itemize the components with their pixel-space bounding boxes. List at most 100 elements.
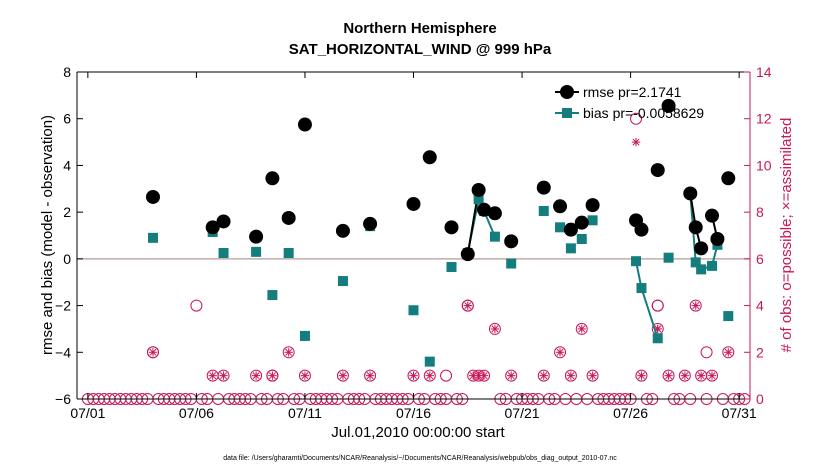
bias-point <box>636 283 647 294</box>
bias-point <box>489 231 500 242</box>
bias-point <box>147 232 158 243</box>
obs-possible-marker <box>478 369 491 382</box>
y-axis-label-right: # of obs: o=possible; ×=assimilated <box>778 118 795 353</box>
obs-possible-marker <box>635 369 648 382</box>
bias-point <box>446 262 457 273</box>
obs-possible-marker <box>266 369 279 382</box>
obs-assimilated-marker <box>566 371 576 380</box>
obs-assimilated-marker <box>338 371 348 380</box>
obs-assimilated-marker <box>425 371 434 380</box>
rmse-point <box>406 196 421 211</box>
chart-title: Northern Hemisphere <box>343 20 496 37</box>
obs-possible-marker <box>689 299 702 312</box>
rmse-point <box>585 198 600 213</box>
obs-assimilated-marker <box>251 371 261 380</box>
rmse-point <box>574 215 589 230</box>
obs-possible-marker <box>662 369 675 382</box>
rmse-point <box>216 214 231 229</box>
obs-possible-marker <box>250 369 263 382</box>
obs-possible-marker <box>554 346 567 359</box>
y-tick-label-left: 8 <box>63 64 71 80</box>
bias-point <box>538 205 549 216</box>
rmse-point <box>265 171 280 186</box>
bias-point <box>251 246 262 257</box>
y-tick-label-right: 2 <box>756 344 764 360</box>
y-tick-label-left: 6 <box>63 111 71 127</box>
bias-point <box>690 257 701 268</box>
bias-point <box>424 356 435 367</box>
x-tick-label: 07/26 <box>613 405 648 421</box>
legend-bias-marker <box>562 108 572 118</box>
rmse-point <box>471 182 486 197</box>
y-tick-label-right: 12 <box>756 111 772 127</box>
bias-point <box>283 248 294 259</box>
legend-bias-label: bias pr=-0.0058629 <box>583 105 704 121</box>
obs-possible-marker <box>298 369 311 382</box>
y-tick-label-right: 6 <box>756 251 764 267</box>
x-tick-label: 07/01 <box>70 405 105 421</box>
obs-possible-marker <box>564 369 577 382</box>
obs-possible-marker <box>678 369 691 382</box>
obs-possible-marker <box>537 369 550 382</box>
y-tick-label-right: 14 <box>756 64 772 80</box>
bias-point <box>652 333 663 344</box>
rmse-point <box>661 98 676 113</box>
rmse-point <box>563 222 578 237</box>
rmse-point <box>536 180 551 195</box>
rmse-point <box>504 234 519 249</box>
bias-point <box>565 243 576 254</box>
obs-assimilated-marker <box>490 324 500 334</box>
obs-possible-marker <box>700 346 713 359</box>
x-tick-label: 07/06 <box>179 405 214 421</box>
obs-assimilated-marker <box>707 371 717 380</box>
obs-assimilated-marker <box>409 371 418 380</box>
obs-assimilated-marker <box>284 348 293 357</box>
obs-assimilated-marker <box>479 371 489 380</box>
bias-point <box>299 330 310 341</box>
bias-point <box>576 234 587 245</box>
obs-assimilated-marker <box>577 324 586 334</box>
rmse-point <box>688 220 703 235</box>
rmse-point <box>650 163 665 178</box>
bias-point <box>267 290 278 301</box>
obs-possible-marker <box>651 299 664 312</box>
obs-possible-marker <box>336 369 349 382</box>
chart-subtitle: SAT_HORIZONTAL_WIND @ 999 hPa <box>289 41 552 58</box>
obs-assimilated-marker <box>664 371 673 380</box>
rmse-point <box>477 202 492 217</box>
bias-point <box>555 222 566 233</box>
y-tick-label-left: 0 <box>63 251 71 267</box>
obs-assimilated-marker <box>268 371 277 380</box>
rmse-series <box>145 98 736 262</box>
obs-possible-marker <box>575 322 588 335</box>
obs-assimilated-marker <box>148 348 158 357</box>
obs-assimilated-marker <box>539 371 548 380</box>
rmse-point <box>444 220 459 235</box>
bias-point <box>723 311 734 322</box>
obs-assimilated-marker <box>208 371 217 380</box>
bias-point <box>707 260 718 271</box>
rmse-point <box>634 222 649 237</box>
rmse-point <box>249 229 264 244</box>
obs-assimilated-marker <box>691 301 700 310</box>
legend: rmse pr=2.1741 bias pr=-0.0058629 <box>555 84 704 121</box>
axes: 07/01 07/06 07/11 07/16 07/21 07/26 07/31 −6 −4 −… <box>55 64 772 421</box>
obs-assimilated-marker <box>463 301 472 310</box>
obs-possible-marker <box>488 322 501 335</box>
y-tick-label-right: 10 <box>756 157 772 173</box>
obs-possible-marker <box>407 369 420 382</box>
x-axis-label: Jul.01,2010 00:00:00 start <box>331 424 505 441</box>
obs-assimilated-marker <box>506 371 516 380</box>
y-tick-label-right: 0 <box>756 391 764 407</box>
obs-assimilated-marker <box>724 348 733 357</box>
rmse-point <box>422 150 437 165</box>
y-tick-label-right: 8 <box>756 204 764 220</box>
rmse-point <box>694 241 709 256</box>
obs-possible-marker <box>505 369 518 382</box>
obs-assimilated-marker <box>637 371 646 380</box>
rmse-point <box>710 232 725 247</box>
y-tick-label-right: 4 <box>756 298 764 314</box>
rmse-point <box>281 210 296 225</box>
bias-point <box>631 256 642 267</box>
